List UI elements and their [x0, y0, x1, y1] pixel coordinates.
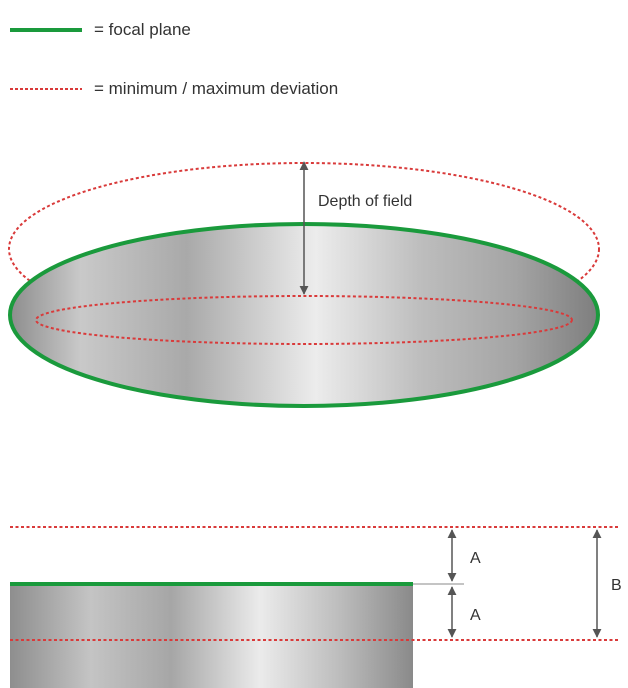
depth-of-field-label: Depth of field [318, 193, 412, 210]
a-upper-label: A [470, 550, 481, 567]
b-label: B [611, 577, 622, 594]
workpiece-block [10, 584, 413, 688]
focal-plane-ellipse-view: Depth of field [8, 161, 600, 408]
legend: = focal plane = minimum / maximum deviat… [10, 20, 338, 98]
a-lower-label: A [470, 607, 481, 624]
min-deviation-ellipse [35, 295, 573, 345]
max-deviation-ellipse [8, 162, 600, 336]
focal-plane-side-view: A A B [10, 526, 622, 688]
legend-deviation-label: = minimum / maximum deviation [94, 79, 338, 98]
legend-focal-plane-label: = focal plane [94, 20, 191, 39]
